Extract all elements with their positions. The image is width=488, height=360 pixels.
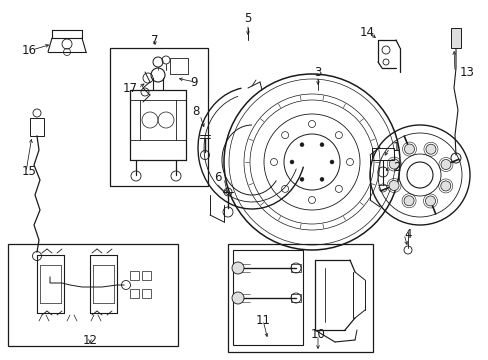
Text: 6: 6 xyxy=(214,171,222,184)
Circle shape xyxy=(403,196,413,206)
Bar xyxy=(290,294,301,302)
Text: 1: 1 xyxy=(392,141,400,154)
Bar xyxy=(142,271,151,280)
Text: 13: 13 xyxy=(459,66,474,78)
Bar xyxy=(227,244,372,352)
Circle shape xyxy=(425,196,435,206)
Text: 3: 3 xyxy=(314,66,321,78)
Bar xyxy=(170,58,187,74)
Bar xyxy=(8,244,178,346)
Circle shape xyxy=(299,143,304,147)
Text: 15: 15 xyxy=(22,166,37,179)
Text: 10: 10 xyxy=(310,328,325,342)
Circle shape xyxy=(404,144,414,154)
Text: 17: 17 xyxy=(123,81,138,94)
Text: 7: 7 xyxy=(151,33,159,46)
Text: 12: 12 xyxy=(82,333,97,346)
Bar xyxy=(110,48,207,186)
Circle shape xyxy=(425,144,435,154)
Circle shape xyxy=(319,143,324,147)
Circle shape xyxy=(319,177,324,181)
Text: 16: 16 xyxy=(22,44,37,57)
Circle shape xyxy=(231,262,244,274)
Bar xyxy=(371,148,393,160)
Circle shape xyxy=(289,160,293,164)
Bar xyxy=(130,271,139,280)
Circle shape xyxy=(388,159,398,169)
Bar xyxy=(290,264,301,272)
Text: 4: 4 xyxy=(403,229,411,242)
Text: 5: 5 xyxy=(244,12,251,24)
Bar xyxy=(232,250,303,345)
Text: 9: 9 xyxy=(190,76,198,89)
Circle shape xyxy=(440,181,450,191)
Circle shape xyxy=(231,292,244,304)
Circle shape xyxy=(299,177,304,181)
Circle shape xyxy=(440,159,450,170)
Text: 2: 2 xyxy=(392,162,400,175)
Text: 8: 8 xyxy=(192,105,200,118)
Bar xyxy=(30,118,44,136)
Bar xyxy=(130,289,139,298)
Bar xyxy=(142,289,151,298)
Circle shape xyxy=(329,160,333,164)
Text: 11: 11 xyxy=(255,314,270,327)
Bar xyxy=(450,28,460,48)
Circle shape xyxy=(388,180,398,190)
Text: 14: 14 xyxy=(359,26,374,39)
